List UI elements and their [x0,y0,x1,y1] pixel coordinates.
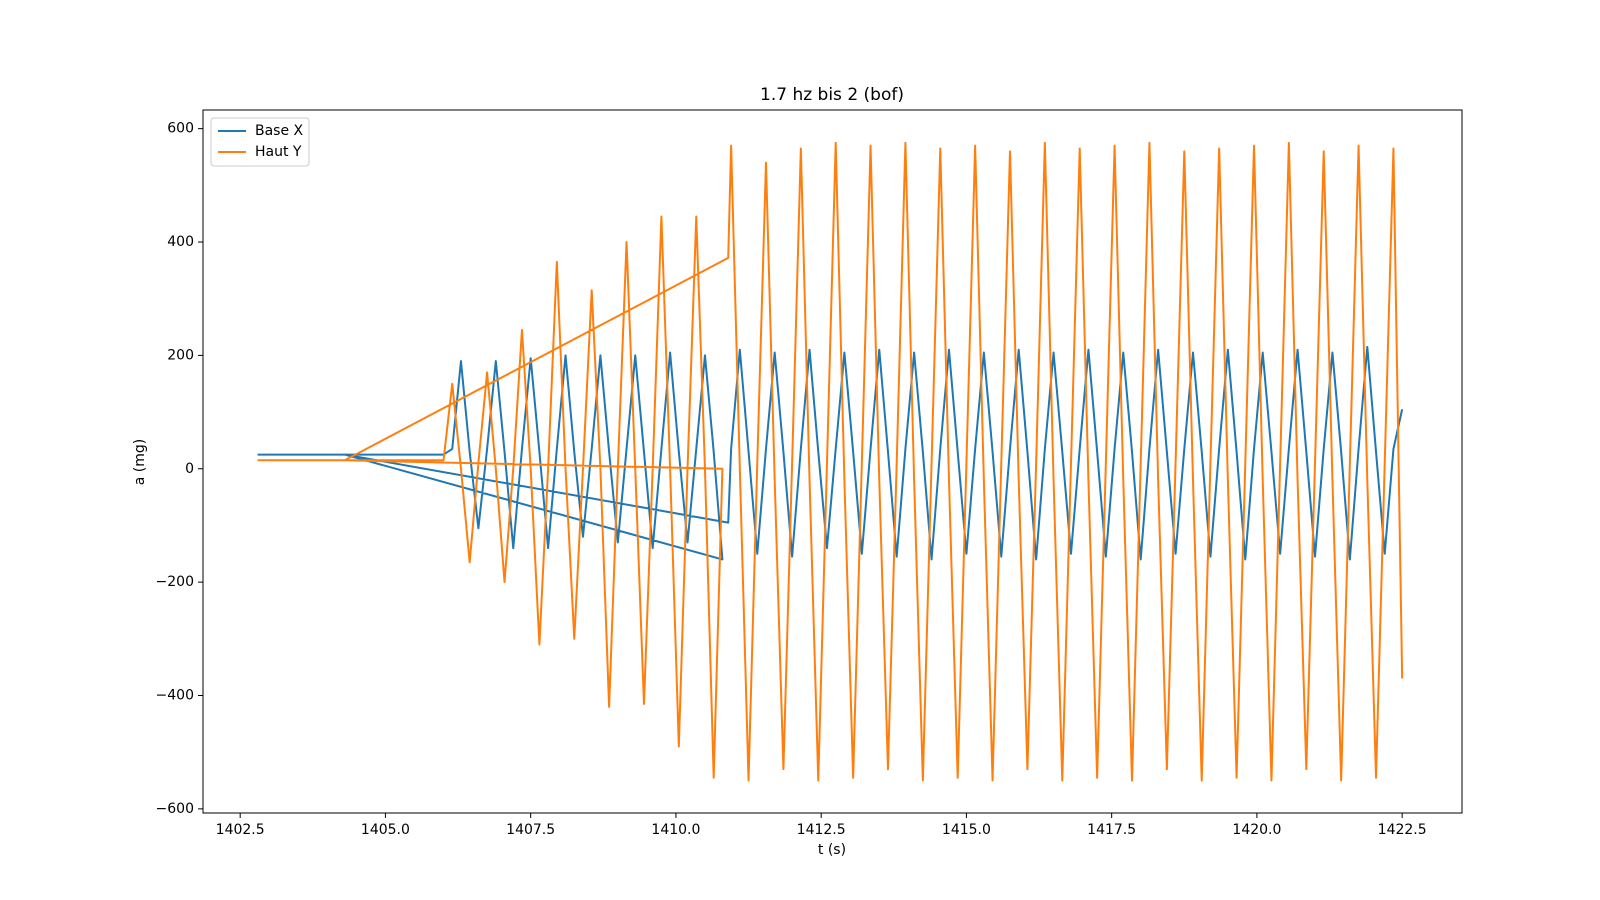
y-tick-label: 200 [167,347,194,363]
plot-frame [202,109,1463,814]
x-tick-label: 1420.0 [1232,822,1281,838]
x-tick-label: 1417.5 [1087,822,1136,838]
series-line [257,345,1404,561]
x-tick-label: 1410.0 [651,822,700,838]
x-axis-label: t (s) [818,842,846,858]
x-tick-label: 1412.5 [797,822,846,838]
y-tick-label: −600 [156,801,194,817]
y-tick-label: −400 [156,687,194,703]
legend-label: Base X [255,123,304,139]
series-line [257,141,1404,782]
x-tick-label: 1415.0 [942,822,991,838]
y-tick-label: 600 [167,121,194,137]
y-tick-label: 400 [167,234,194,250]
x-tick-label: 1407.5 [506,822,555,838]
y-tick-label: 0 [185,461,194,477]
y-tick-label: −200 [156,574,194,590]
x-tick-label: 1402.5 [216,822,265,838]
legend-label: Haut Y [255,144,302,160]
x-tick-label: 1422.5 [1378,822,1427,838]
chart-title: 1.7 hz bis 2 (bof) [760,85,904,105]
y-axis-label: a (mg) [132,439,148,485]
x-tick-label: 1405.0 [361,822,410,838]
